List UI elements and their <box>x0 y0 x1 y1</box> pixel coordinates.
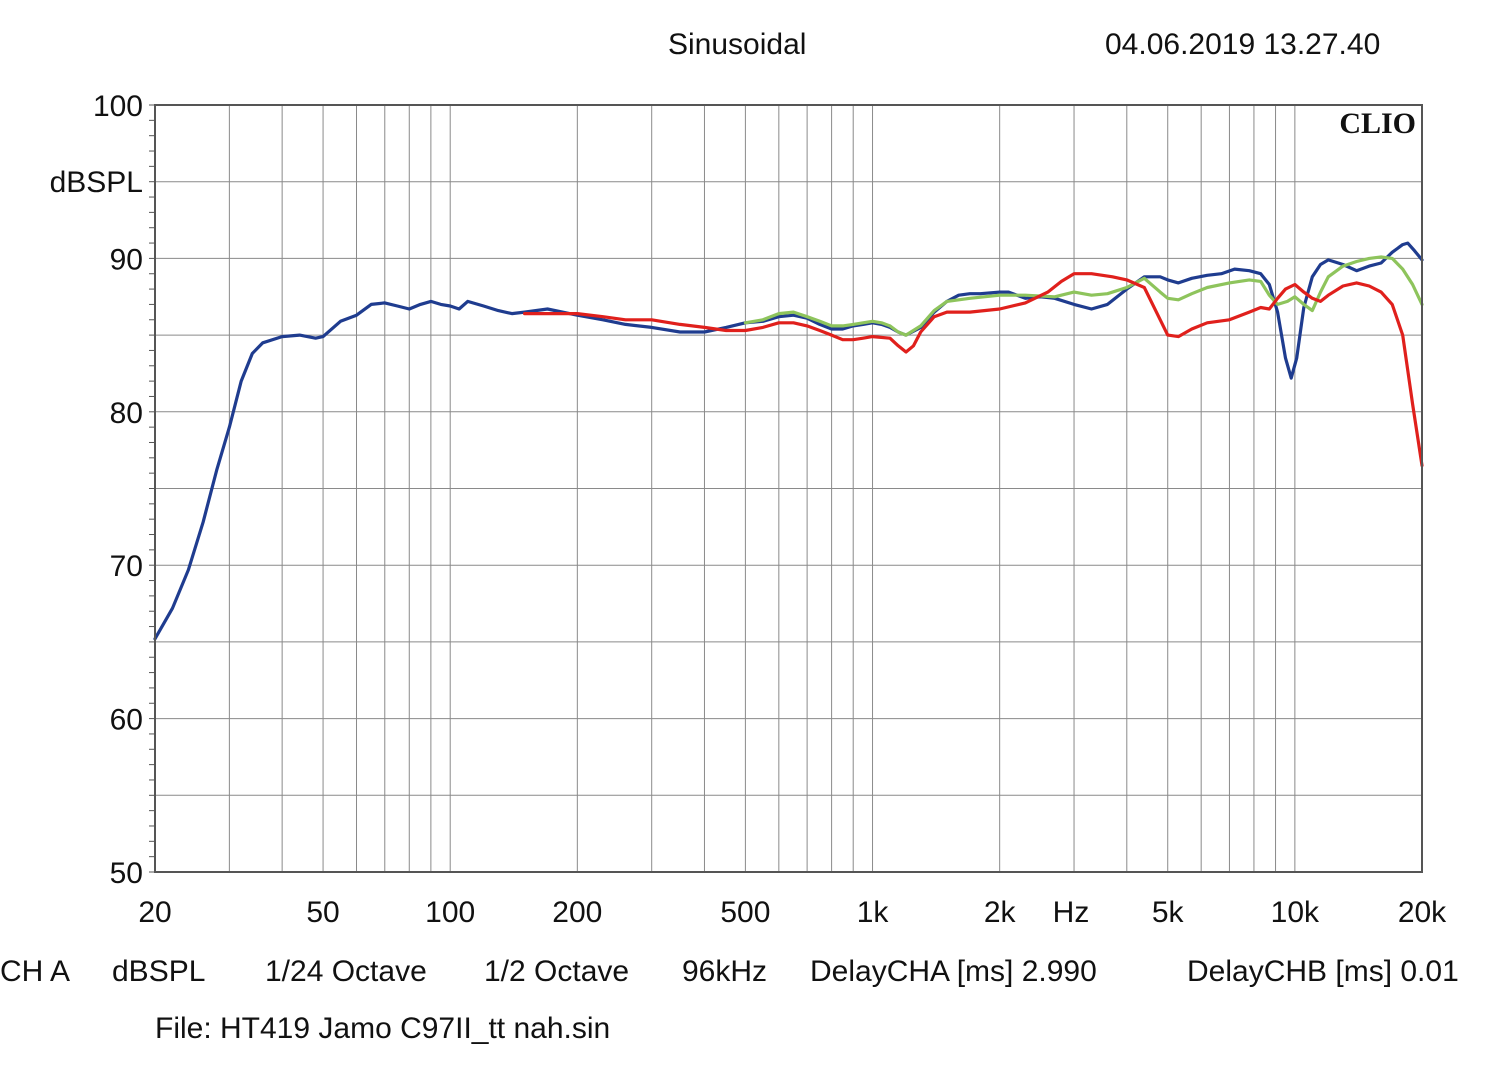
grid <box>149 104 1423 873</box>
x-tick-labels: 20 50 100 200 500 1k 2k 5k 10k 20k <box>138 896 1447 929</box>
x-tick-label: 20 <box>138 896 171 929</box>
plot-frame <box>154 104 1423 873</box>
timestamp: 04.06.2019 13.27.40 <box>1105 28 1381 61</box>
y-tick-labels: 100 90 80 70 60 50 <box>93 90 143 890</box>
series-green-line <box>743 255 1424 337</box>
series-red-line <box>523 272 1424 468</box>
chart-title: Sinusoidal <box>668 28 807 61</box>
series-blue-line <box>153 241 1424 641</box>
x-tick-label: 200 <box>552 896 602 929</box>
x-tick-label: 2k <box>984 896 1017 929</box>
x-tick-label: 5k <box>1152 896 1185 929</box>
clio-logo: CLIO <box>1339 107 1416 140</box>
y-axis-label: dBSPL <box>50 166 143 199</box>
x-tick-label: 500 <box>720 896 770 929</box>
footer-sample-rate: 96kHz <box>682 955 768 988</box>
x-tick-label: 50 <box>306 896 339 929</box>
x-tick-label: 20k <box>1398 896 1447 929</box>
x-tick-label: 10k <box>1271 896 1320 929</box>
x-tick-label: 100 <box>425 896 475 929</box>
y-tick-label: 100 <box>93 90 143 123</box>
series-layer <box>153 241 1424 641</box>
y-tick-label: 70 <box>110 550 143 583</box>
footer-channel: CH A <box>0 955 71 988</box>
y-tick-label: 80 <box>110 397 143 430</box>
x-axis-label: Hz <box>1053 896 1090 929</box>
footer-resolution: 1/24 Octave <box>265 955 427 988</box>
footer-delay-a: DelayCHA [ms] 2.990 <box>810 955 1097 988</box>
footer-delay-b: DelayCHB [ms] 0.01 <box>1187 955 1459 988</box>
y-tick-label: 60 <box>110 704 143 737</box>
x-tick-label: 1k <box>857 896 890 929</box>
y-tick-label: 50 <box>110 857 143 890</box>
footer-unit: dBSPL <box>112 955 206 988</box>
y-tick-label: 90 <box>110 243 143 276</box>
footer-smoothing: 1/2 Octave <box>484 955 630 988</box>
footer-file: File: HT419 Jamo C97II_tt nah.sin <box>155 1012 611 1045</box>
